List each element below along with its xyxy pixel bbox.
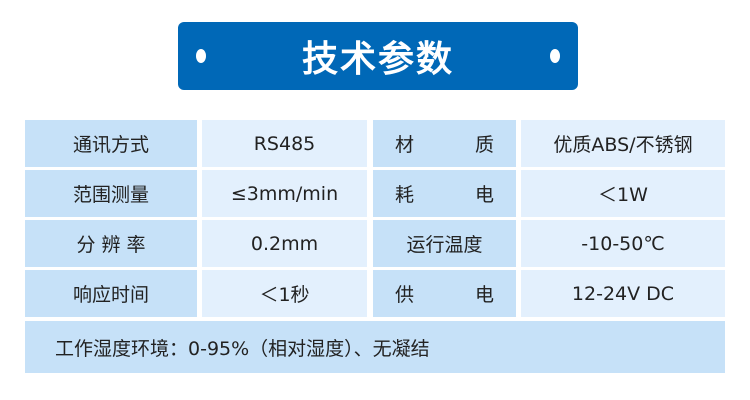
title-banner: 技术参数 bbox=[178, 22, 578, 90]
spec-footer: 工作湿度环境：0-95%（相对湿度）、无凝结 bbox=[25, 321, 725, 373]
spec-value: 优质ABS/不锈钢 bbox=[521, 120, 725, 167]
spec-label-text: 电 bbox=[474, 184, 494, 206]
spec-label: 运行温度 bbox=[373, 220, 516, 267]
spec-value: -10-50℃ bbox=[521, 220, 725, 267]
spec-value: 12-24V DC bbox=[521, 270, 725, 317]
banner-dot-right bbox=[550, 49, 560, 63]
spec-label: 耗电 bbox=[373, 170, 516, 217]
spec-value: RS485 bbox=[202, 120, 367, 167]
banner-dot-left bbox=[196, 49, 206, 63]
spec-label-text: 供 bbox=[395, 284, 415, 306]
spec-value: ≤3mm/min bbox=[202, 170, 367, 217]
spec-label-text: 电 bbox=[474, 284, 494, 306]
spec-label-text: 耗 bbox=[395, 184, 415, 206]
spec-label: 分 辨 率 bbox=[25, 220, 197, 267]
spec-label: 通讯方式 bbox=[25, 120, 197, 167]
humidity-note: 工作湿度环境：0-95%（相对湿度）、无凝结 bbox=[55, 337, 430, 360]
spec-value: ＜1W bbox=[521, 170, 725, 217]
spec-label: 范围测量 bbox=[25, 170, 197, 217]
spec-label-text: 运行温度 bbox=[406, 234, 483, 256]
spec-label: 响应时间 bbox=[25, 270, 197, 317]
page-title: 技术参数 bbox=[301, 39, 454, 80]
spec-label-text: 质 bbox=[474, 134, 494, 156]
spec-label: 供电 bbox=[373, 270, 516, 317]
spec-value: 0.2mm bbox=[202, 220, 367, 267]
spec-label-text: 材 bbox=[395, 134, 415, 156]
spec-label: 材质 bbox=[373, 120, 516, 167]
spec-value: ＜1秒 bbox=[202, 270, 367, 317]
